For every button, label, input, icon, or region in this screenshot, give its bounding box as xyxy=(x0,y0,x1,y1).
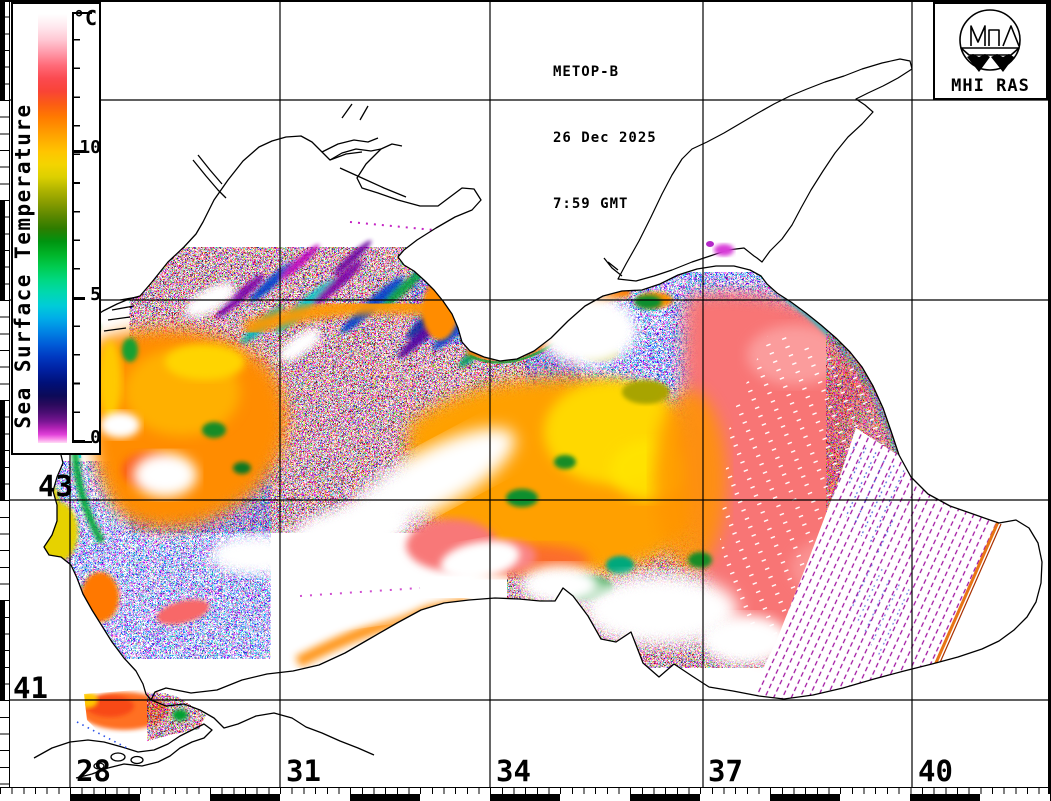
cloud-gaps xyxy=(100,281,790,665)
colorbar-unit-label: °C xyxy=(73,6,98,30)
colorbar-minor-ticks xyxy=(72,39,80,443)
colorbar-tick-0: 0 xyxy=(90,427,101,448)
lon-label-40: 40 xyxy=(918,754,953,788)
frame-right-border xyxy=(1048,0,1051,801)
lat-label-41: 41 xyxy=(13,671,48,705)
sea-of-azov-coastline xyxy=(617,58,913,282)
lon-label-37: 37 xyxy=(708,754,743,788)
frame-top-border xyxy=(0,0,1051,2)
acquisition-date: 26 Dec 2025 xyxy=(553,130,657,146)
lon-label-31: 31 xyxy=(286,754,321,788)
latitude-ruler xyxy=(0,0,10,787)
azov-magenta-patch xyxy=(714,244,734,256)
colorbar-tick-10: 10 xyxy=(79,137,101,158)
colorbar-gradient xyxy=(38,14,67,443)
colorbar-panel: Sea Surface Temperature 10 5 0 °C xyxy=(11,2,101,455)
logo-org-label: MHI RAS xyxy=(951,76,1030,96)
lon-label-28: 28 xyxy=(76,754,111,788)
lat-label-43: 43 xyxy=(38,469,73,503)
logo-box: MHI RAS xyxy=(933,2,1048,100)
colorbar-tick-5: 5 xyxy=(90,284,101,305)
lon-label-34: 34 xyxy=(496,754,531,788)
coastlines xyxy=(33,103,1043,779)
longitude-ruler xyxy=(0,787,1051,801)
mhi-ras-logo-icon xyxy=(959,9,1021,72)
colorbar-top-cap xyxy=(72,12,92,14)
colorbar-title: Sea Surface Temperature xyxy=(11,103,35,429)
acquisition-time: 7:59 GMT xyxy=(553,196,629,212)
satellite-name: METOP-B xyxy=(553,64,620,80)
title-block: METOP-B 26 Dec 2025 7:59 GMT xyxy=(553,17,657,259)
